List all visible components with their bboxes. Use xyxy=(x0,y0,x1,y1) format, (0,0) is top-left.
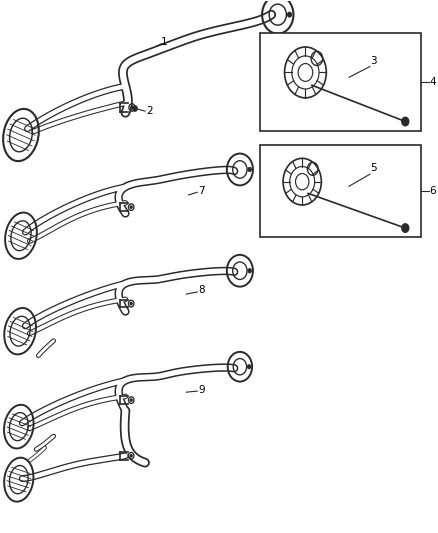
Text: 3: 3 xyxy=(370,55,376,66)
Circle shape xyxy=(130,399,132,401)
Circle shape xyxy=(248,167,251,172)
Text: 2: 2 xyxy=(146,106,153,116)
Text: 6: 6 xyxy=(429,186,435,196)
Bar xyxy=(260,144,421,237)
Circle shape xyxy=(130,455,132,457)
Circle shape xyxy=(247,365,251,368)
Circle shape xyxy=(402,117,409,126)
Bar xyxy=(260,33,421,131)
Text: 1: 1 xyxy=(161,37,168,47)
Text: 7: 7 xyxy=(198,185,205,196)
Circle shape xyxy=(133,106,137,111)
Text: 4: 4 xyxy=(429,77,435,87)
Text: 8: 8 xyxy=(198,285,205,295)
Text: 5: 5 xyxy=(370,163,376,173)
Circle shape xyxy=(131,106,133,109)
Circle shape xyxy=(130,206,132,208)
Circle shape xyxy=(130,302,132,305)
Circle shape xyxy=(248,269,251,273)
Circle shape xyxy=(402,224,409,232)
Text: 9: 9 xyxy=(198,384,205,394)
Circle shape xyxy=(288,12,291,17)
